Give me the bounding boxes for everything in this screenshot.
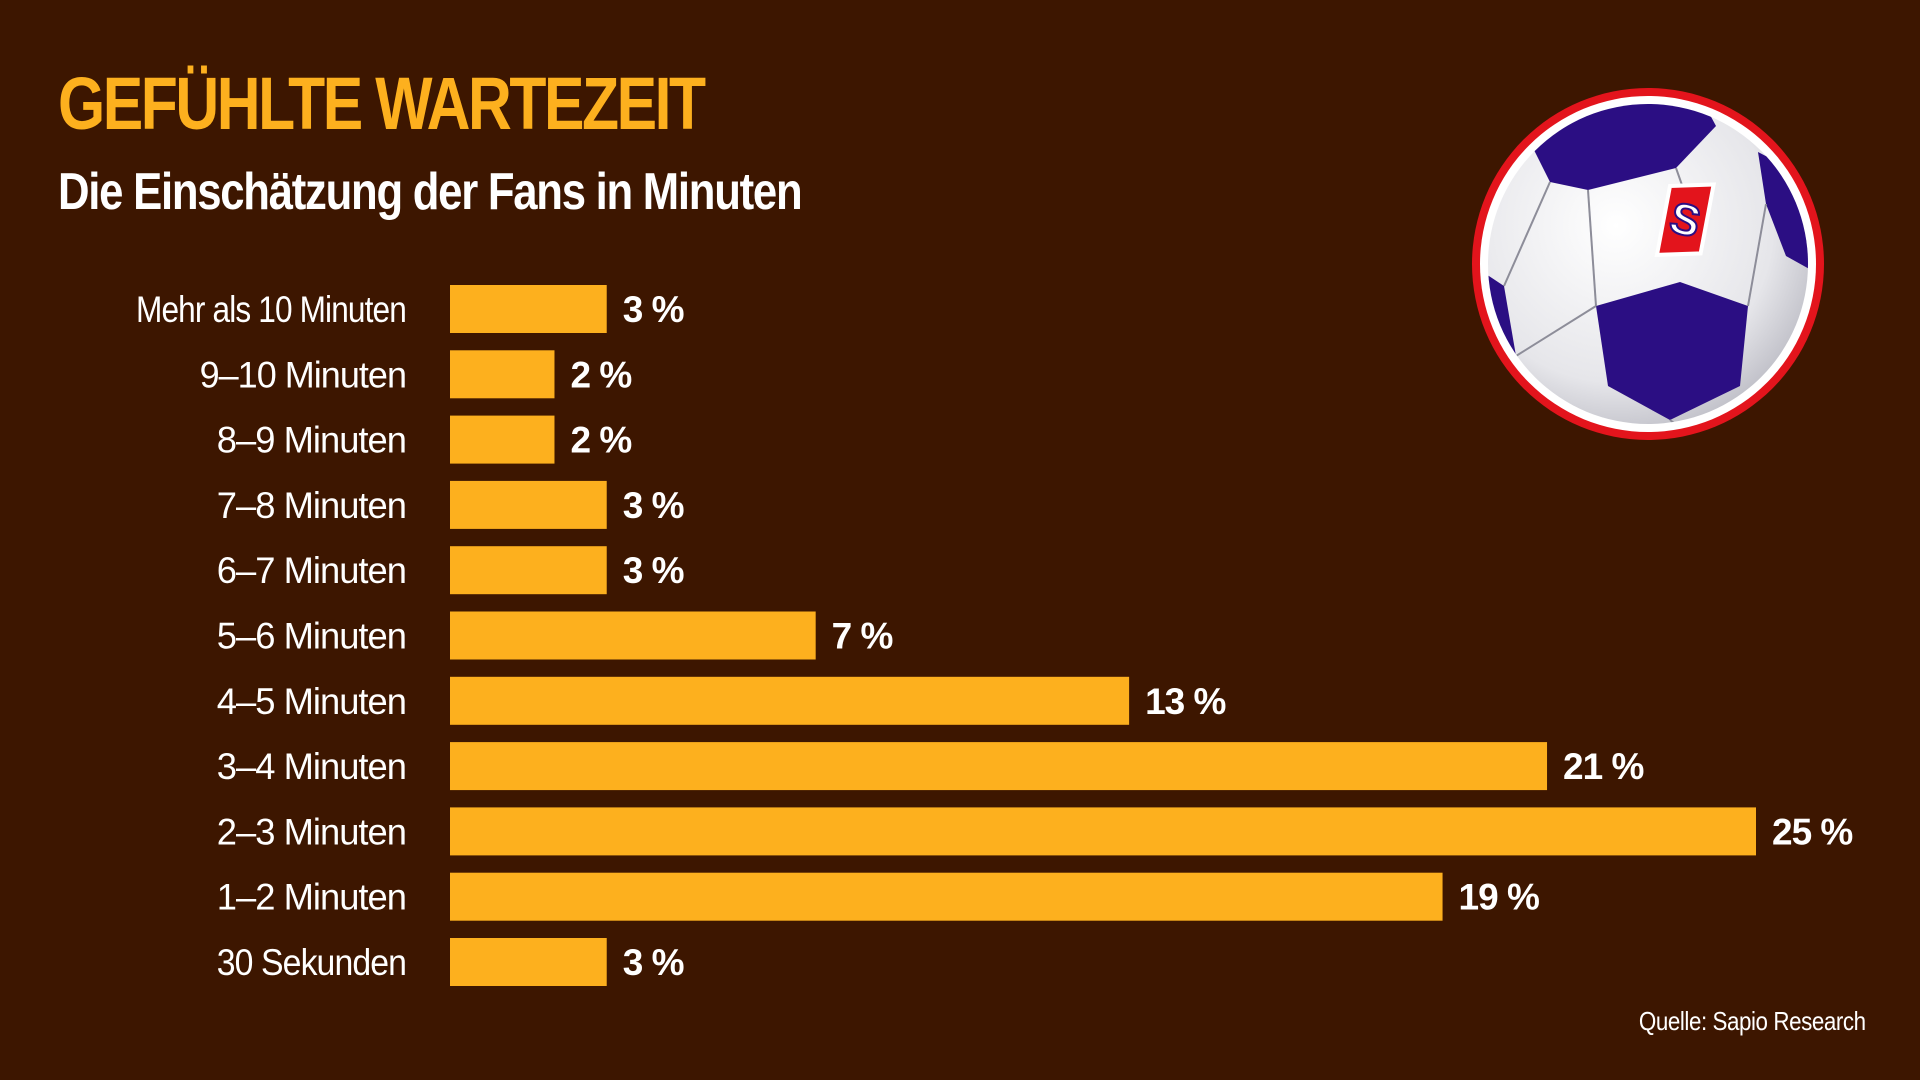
chart-subtitle: Die Einschätzung der Fans in Minuten	[58, 163, 803, 221]
value-label: 3 %	[623, 550, 684, 591]
bar	[450, 546, 607, 595]
bar	[450, 350, 555, 399]
value-label: 19 %	[1459, 877, 1539, 918]
bar	[450, 415, 555, 464]
category-label: 2–3 Minuten	[217, 811, 406, 852]
chart-title: GEFÜHLTE WARTEZEIT	[58, 62, 706, 145]
bar	[450, 285, 607, 333]
category-label: 8–9 Minuten	[217, 420, 406, 461]
soccer-ball-logo-icon: S	[1472, 88, 1824, 440]
bar	[450, 676, 1130, 725]
bar	[450, 872, 1443, 921]
bar	[450, 480, 607, 529]
value-label: 21 %	[1563, 746, 1643, 787]
category-label: 1–2 Minuten	[217, 877, 406, 918]
bar	[450, 938, 607, 986]
value-label: 13 %	[1145, 681, 1225, 722]
category-label: Mehr als 10 Minuten	[136, 289, 406, 330]
category-label: 7–8 Minuten	[217, 485, 406, 526]
value-label: 3 %	[623, 289, 684, 330]
bar	[450, 742, 1548, 791]
category-label: 3–4 Minuten	[217, 746, 406, 787]
value-label: 3 %	[623, 942, 684, 983]
value-label: 2 %	[570, 354, 631, 395]
category-label: 4–5 Minuten	[217, 681, 406, 722]
category-label: 9–10 Minuten	[200, 354, 406, 395]
source-note: Quelle: Sapio Research	[1639, 1006, 1866, 1036]
category-label: 30 Sekunden	[217, 942, 406, 983]
bar	[450, 611, 816, 660]
category-label: 6–7 Minuten	[217, 550, 406, 591]
value-label: 3 %	[623, 485, 684, 526]
value-label: 2 %	[570, 420, 631, 461]
category-label: 5–6 Minuten	[217, 616, 406, 657]
value-label: 7 %	[832, 616, 893, 657]
bar	[450, 807, 1756, 856]
value-label: 25 %	[1772, 811, 1852, 852]
